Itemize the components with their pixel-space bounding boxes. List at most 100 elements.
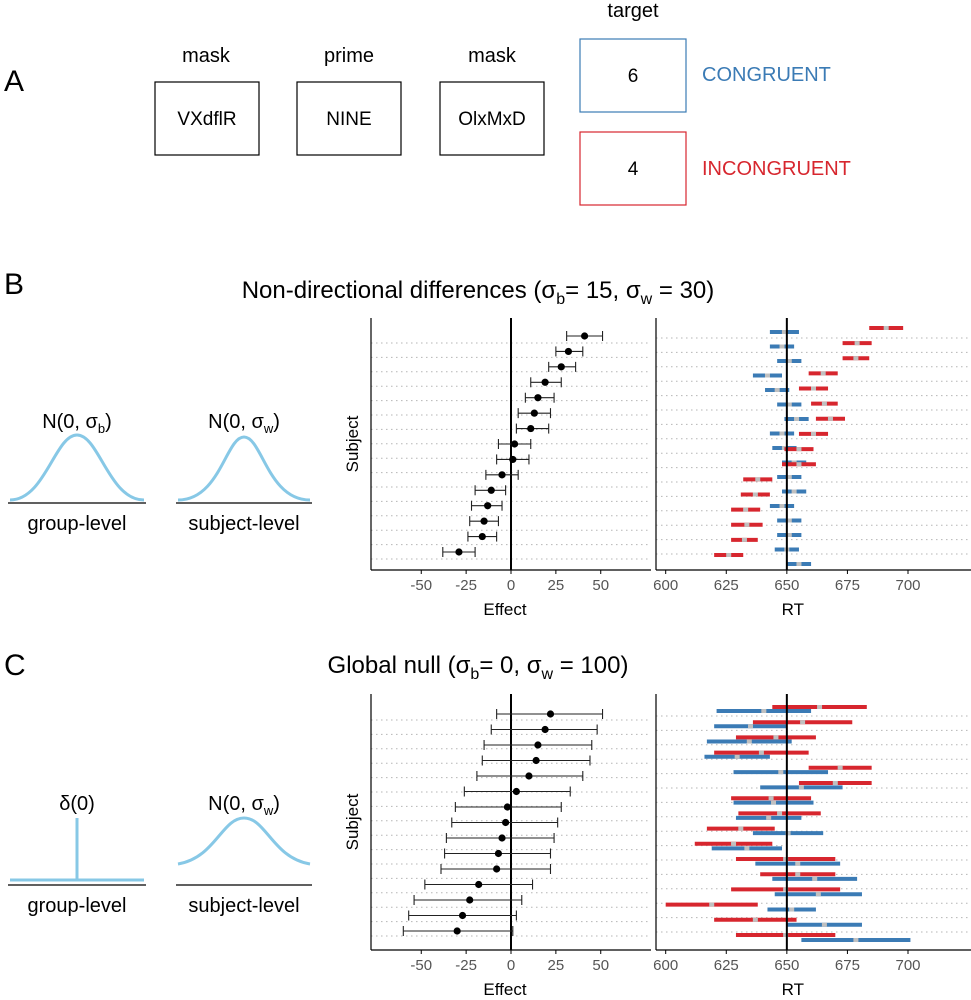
title-text: = 100)	[553, 652, 628, 679]
y-axis-label: Subject	[343, 793, 362, 850]
stimulus-header: mask	[182, 45, 231, 67]
title-text: Global null (	[328, 652, 456, 679]
rt-chart-b: 600 625 650 675 700 RT	[653, 318, 971, 619]
panel-c-title: Global null (σb= 0, σw = 100)	[328, 652, 629, 683]
x-tick-label: 650	[774, 957, 799, 974]
x-tick-label: 625	[714, 577, 739, 594]
effect-point	[480, 517, 488, 525]
effect-point	[498, 471, 506, 479]
title-sub: w	[640, 291, 653, 308]
stimulus-mask-2: mask OlxMxD	[439, 45, 545, 156]
effect-point	[475, 880, 483, 889]
effect-point	[487, 486, 495, 494]
distribution-label: δ(0)	[59, 793, 95, 815]
incongruent-label: INCONGRUENT	[702, 158, 851, 180]
x-tick-label: 675	[835, 577, 860, 594]
x-tick-label: -25	[455, 957, 477, 974]
effect-point	[557, 363, 565, 371]
x-tick-label: -25	[455, 577, 477, 594]
stimulus-header: mask	[468, 45, 517, 67]
effect-point	[503, 803, 512, 811]
target-value-incongruent: 4	[628, 159, 639, 180]
effect-point	[453, 927, 461, 935]
rt-chart-c: 600 625 650 675 700 RT	[653, 694, 971, 999]
effect-point	[498, 834, 506, 842]
effect-point	[458, 911, 467, 920]
panel-a-letter: A	[4, 65, 24, 98]
distribution-caption: group-level	[28, 895, 127, 917]
panel-c-letter: C	[4, 649, 26, 682]
distribution-label: N(0, σb)	[42, 411, 112, 436]
x-tick-label: 0	[507, 957, 515, 974]
x-tick-label: 600	[653, 957, 678, 974]
effect-point	[466, 896, 474, 904]
stimulus-box	[439, 81, 545, 156]
stimulus-header: prime	[324, 45, 374, 67]
subject-level-distribution: N(0, σw) subject-level	[176, 411, 312, 535]
group-level-delta: δ(0) group-level	[8, 793, 146, 917]
effect-point	[502, 818, 510, 827]
stimulus-text: VXdflR	[177, 109, 236, 130]
x-tick-label: 625	[714, 957, 739, 974]
effect-point	[532, 756, 540, 765]
effect-point	[455, 548, 463, 556]
target-header: target	[607, 0, 659, 22]
effect-point	[510, 440, 519, 448]
title-text: = 15,	[565, 277, 626, 304]
effect-chart-c: -50 -25 0 25 50 Effect Subject	[343, 694, 651, 999]
effect-point	[580, 332, 589, 340]
stimulus-text: OlxMxD	[458, 109, 526, 130]
effect-point	[541, 378, 549, 386]
x-tick-label: 700	[895, 957, 920, 974]
effect-point	[478, 532, 486, 541]
effect-point	[541, 725, 549, 734]
x-tick-label: -50	[410, 577, 432, 594]
effect-point	[564, 347, 573, 356]
title-sub: b	[556, 291, 565, 308]
subject-level-distribution-c: N(0, σw) subject-level	[176, 793, 312, 917]
panel-b-title: Non-directional differences (σb= 15, σw …	[242, 277, 715, 308]
effect-point	[534, 741, 542, 749]
target-box-congruent	[579, 38, 687, 113]
effect-point	[509, 455, 517, 464]
target-box-incongruent	[579, 131, 687, 206]
stimulus-prime: prime NINE	[296, 45, 402, 156]
effect-point	[512, 787, 520, 796]
stimulus-box	[296, 81, 402, 156]
normal-curve	[177, 816, 311, 866]
x-tick-label: 675	[835, 957, 860, 974]
x-axis-label: Effect	[483, 600, 526, 619]
stimulus-text: NINE	[326, 109, 371, 130]
panel-b-letter: B	[4, 268, 24, 301]
title-sigma: σ	[527, 652, 542, 679]
x-tick-label: -50	[410, 957, 432, 974]
x-tick-label: 0	[507, 577, 515, 594]
effect-point	[494, 849, 503, 858]
title-text: = 0,	[479, 652, 526, 679]
normal-curve	[177, 435, 311, 502]
distribution-label: N(0, σw)	[208, 411, 280, 436]
title-sub: b	[470, 666, 479, 683]
title-text: Non-directional differences (	[242, 277, 542, 304]
congruent-label: CONGRUENT	[702, 64, 831, 86]
distribution-caption: subject-level	[188, 513, 299, 535]
effect-point	[525, 772, 533, 780]
x-axis-label: RT	[782, 980, 804, 999]
distribution-caption: group-level	[28, 513, 127, 535]
x-tick-label: 700	[895, 577, 920, 594]
x-tick-label: 50	[592, 957, 609, 974]
stimulus-mask-1: mask VXdflR	[154, 45, 260, 156]
x-tick-label: 600	[653, 577, 678, 594]
title-text: = 30)	[652, 277, 714, 304]
normal-curve	[9, 433, 145, 502]
distribution-caption: subject-level	[188, 895, 299, 917]
effect-point	[484, 502, 492, 510]
effect-point	[530, 409, 538, 417]
effect-point	[534, 394, 542, 402]
x-axis-label: RT	[782, 600, 804, 619]
effect-point	[527, 424, 535, 433]
x-tick-label: 25	[548, 577, 565, 594]
x-tick-label: 50	[592, 577, 609, 594]
x-tick-label: 650	[774, 577, 799, 594]
